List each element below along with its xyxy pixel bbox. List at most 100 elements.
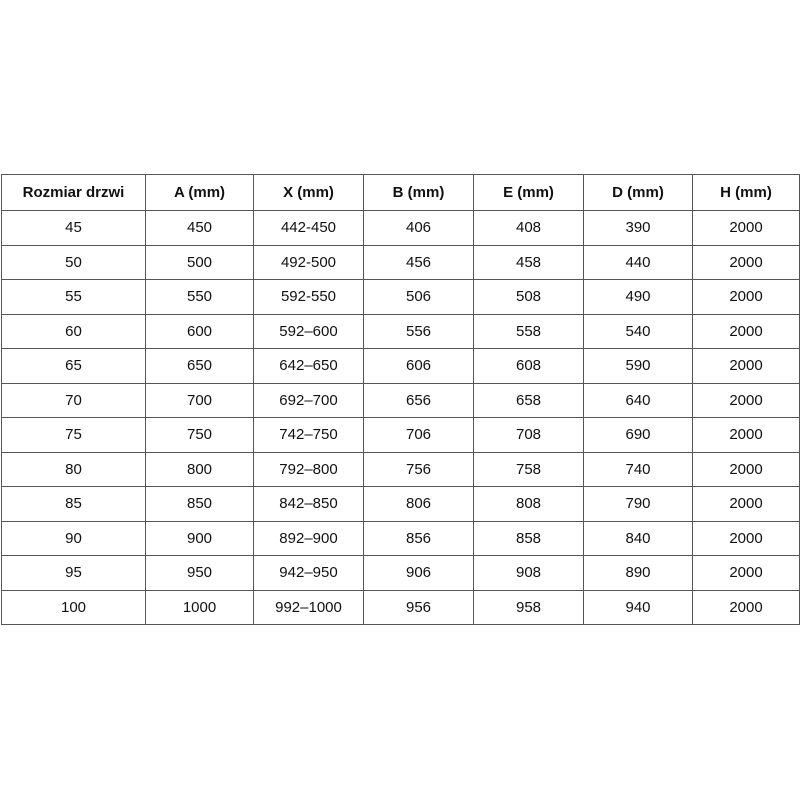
table-cell: 492-500 [253, 244, 364, 280]
table-cell: 45 [1, 210, 146, 246]
table-cell: 950 [145, 555, 254, 591]
table-cell: 608 [473, 348, 584, 384]
table-cell: 490 [583, 279, 693, 315]
table-cell: 2000 [692, 382, 800, 418]
table-cell: 95 [1, 555, 146, 591]
table-cell: 1000 [145, 589, 254, 625]
table-cell: 800 [145, 451, 254, 487]
table-cell: 2000 [692, 589, 800, 625]
header-row: Rozmiar drzwi A (mm) X (mm) B (mm) E (mm) D (… [1, 174, 800, 211]
column-header: E (mm) [473, 174, 584, 211]
table-cell: 70 [1, 382, 146, 418]
table-cell: 592–600 [253, 313, 364, 349]
table-cell: 708 [473, 417, 584, 453]
table-row: 90 900 892–900 856 858 840 2000 [1, 520, 800, 556]
table-cell: 656 [363, 382, 474, 418]
table-cell: 406 [363, 210, 474, 246]
table-cell: 690 [583, 417, 693, 453]
column-header: B (mm) [363, 174, 474, 211]
table-cell: 856 [363, 520, 474, 556]
table-cell: 2000 [692, 555, 800, 591]
column-header: Rozmiar drzwi [1, 174, 146, 211]
table-cell: 650 [145, 348, 254, 384]
table-cell: 956 [363, 589, 474, 625]
table-cell: 640 [583, 382, 693, 418]
door-size-table: Rozmiar drzwi A (mm) X (mm) B (mm) E (mm) D (… [1, 174, 800, 625]
table-row: 55 550 592-550 506 508 490 2000 [1, 279, 800, 315]
table-cell: 958 [473, 589, 584, 625]
table-row: 95 950 942–950 906 908 890 2000 [1, 555, 800, 591]
table-cell: 540 [583, 313, 693, 349]
table-cell: 890 [583, 555, 693, 591]
table-cell: 758 [473, 451, 584, 487]
table-cell: 658 [473, 382, 584, 418]
table-cell: 742–750 [253, 417, 364, 453]
table-cell: 90 [1, 520, 146, 556]
table-cell: 2000 [692, 210, 800, 246]
table-cell: 592-550 [253, 279, 364, 315]
table-cell: 2000 [692, 486, 800, 522]
table-cell: 75 [1, 417, 146, 453]
table-cell: 942–950 [253, 555, 364, 591]
table-cell: 700 [145, 382, 254, 418]
table-cell: 2000 [692, 313, 800, 349]
table-cell: 806 [363, 486, 474, 522]
table-cell: 906 [363, 555, 474, 591]
table-cell: 508 [473, 279, 584, 315]
table-cell: 2000 [692, 417, 800, 453]
table-row: 70 700 692–700 656 658 640 2000 [1, 382, 800, 418]
table-cell: 940 [583, 589, 693, 625]
table-row: 80 800 792–800 756 758 740 2000 [1, 451, 800, 487]
table-cell: 842–850 [253, 486, 364, 522]
table-cell: 50 [1, 244, 146, 280]
table-cell: 756 [363, 451, 474, 487]
column-header: A (mm) [145, 174, 254, 211]
table-row: 60 600 592–600 556 558 540 2000 [1, 313, 800, 349]
table-cell: 900 [145, 520, 254, 556]
table-cell: 908 [473, 555, 584, 591]
table-cell: 840 [583, 520, 693, 556]
table-cell: 706 [363, 417, 474, 453]
table-cell: 506 [363, 279, 474, 315]
table-cell: 100 [1, 589, 146, 625]
table-row: 45 450 442-450 406 408 390 2000 [1, 210, 800, 246]
table-cell: 790 [583, 486, 693, 522]
table-row: 65 650 642–650 606 608 590 2000 [1, 348, 800, 384]
table-cell: 2000 [692, 451, 800, 487]
table-cell: 550 [145, 279, 254, 315]
table-cell: 65 [1, 348, 146, 384]
table-row: 75 750 742–750 706 708 690 2000 [1, 417, 800, 453]
table-cell: 750 [145, 417, 254, 453]
table-cell: 390 [583, 210, 693, 246]
table-cell: 792–800 [253, 451, 364, 487]
table-cell: 892–900 [253, 520, 364, 556]
table-cell: 808 [473, 486, 584, 522]
table-row: 50 500 492-500 456 458 440 2000 [1, 244, 800, 280]
table-cell: 858 [473, 520, 584, 556]
table-cell: 85 [1, 486, 146, 522]
table-cell: 60 [1, 313, 146, 349]
table-cell: 556 [363, 313, 474, 349]
table-row: 100 1000 992–1000 956 958 940 2000 [1, 589, 800, 625]
table-cell: 642–650 [253, 348, 364, 384]
table-cell: 850 [145, 486, 254, 522]
table-cell: 55 [1, 279, 146, 315]
table-cell: 500 [145, 244, 254, 280]
table-cell: 442-450 [253, 210, 364, 246]
table-cell: 590 [583, 348, 693, 384]
table-cell: 2000 [692, 279, 800, 315]
table-cell: 992–1000 [253, 589, 364, 625]
column-header: H (mm) [692, 174, 800, 211]
table-cell: 450 [145, 210, 254, 246]
table-cell: 2000 [692, 244, 800, 280]
table-cell: 408 [473, 210, 584, 246]
table-cell: 558 [473, 313, 584, 349]
table-row: 85 850 842–850 806 808 790 2000 [1, 486, 800, 522]
table-cell: 600 [145, 313, 254, 349]
table-cell: 2000 [692, 520, 800, 556]
table-cell: 740 [583, 451, 693, 487]
table-cell: 456 [363, 244, 474, 280]
table-cell: 606 [363, 348, 474, 384]
column-header: X (mm) [253, 174, 364, 211]
table-cell: 458 [473, 244, 584, 280]
